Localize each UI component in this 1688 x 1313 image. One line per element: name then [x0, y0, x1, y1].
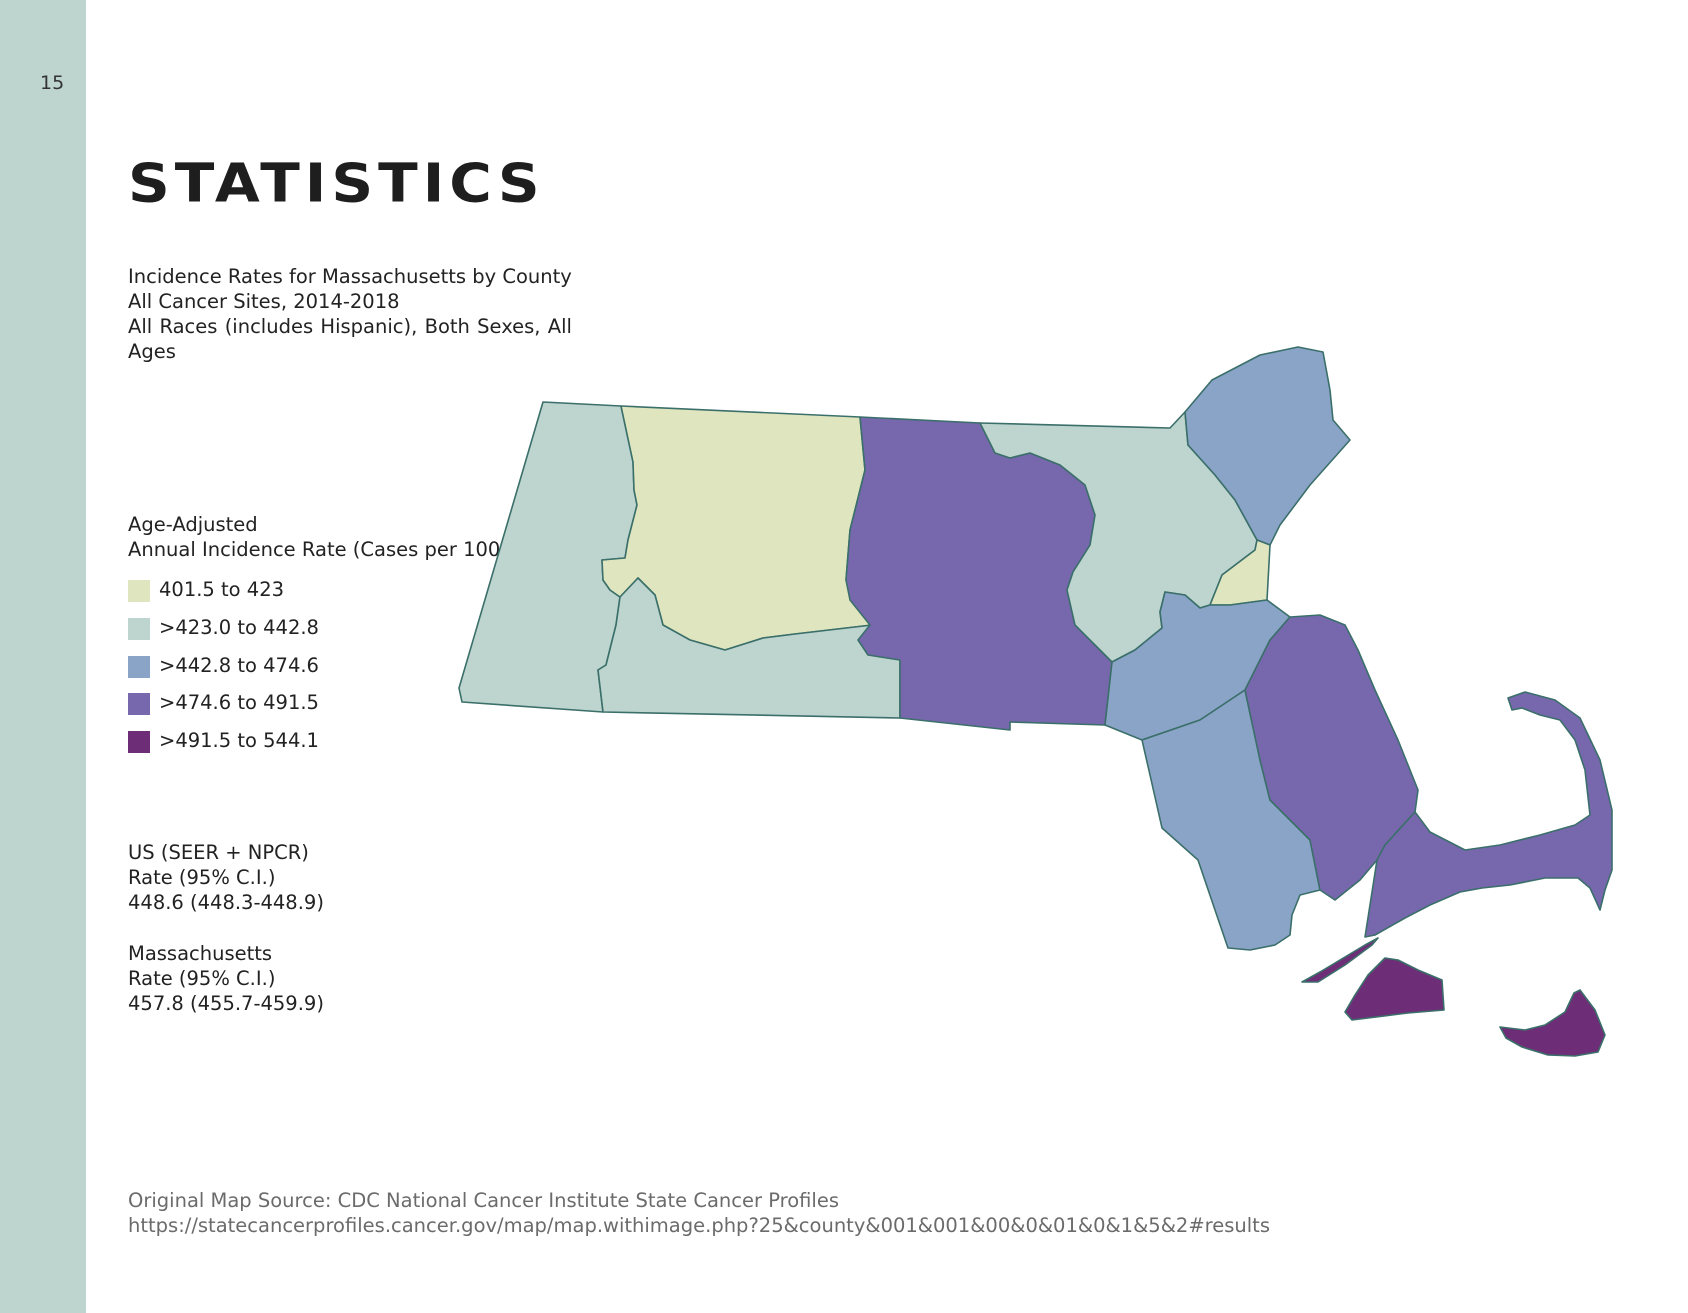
south-west-central-county	[597, 577, 901, 719]
subtitle-word: Hispanic),	[320, 315, 418, 338]
legend-label: >491.5 to 544.1	[159, 729, 319, 752]
us-stats: US (SEER + NPCR) Rate (95% C.I.) 448.6 (…	[128, 840, 324, 915]
us-stats-line-2: Rate (95% C.I.)	[128, 866, 276, 889]
subtitle-word: Races	[159, 315, 218, 338]
subtitle-line-4: Ages	[128, 340, 176, 363]
legend-swatch	[128, 731, 150, 753]
page-number: 15	[40, 72, 65, 94]
island-strip	[1301, 937, 1379, 983]
ma-stats: Massachusetts Rate (95% C.I.) 457.8 (455…	[128, 941, 324, 1016]
us-stats-line-3: 448.6 (448.3-448.9)	[128, 891, 324, 914]
legend-title-line-2: Annual Incidence Rate (Cases per 100,000…	[128, 538, 552, 561]
map-subtitle: Incidence Rates for Massachusetts by Cou…	[128, 264, 572, 364]
subtitle-word: (includes	[224, 315, 314, 338]
source-line-1: Original Map Source: CDC National Cancer…	[128, 1189, 839, 1212]
us-stats-line-1: US (SEER + NPCR)	[128, 841, 309, 864]
subtitle-line-1: Incidence Rates for Massachusetts by Cou…	[128, 265, 572, 288]
subtitle-word: All	[547, 315, 572, 338]
subtitle-word: All	[128, 315, 153, 338]
legend-swatch	[128, 656, 150, 678]
legend-swatch	[128, 618, 150, 640]
ma-stats-line-1: Massachusetts	[128, 942, 273, 965]
legend-label: >423.0 to 442.8	[159, 616, 319, 639]
subtitle-line-2: All Cancer Sites, 2014-2018	[128, 290, 400, 313]
side-band	[0, 0, 86, 1313]
legend-swatch	[128, 693, 150, 715]
subtitle-word: Both	[424, 315, 470, 338]
page-title: STATISTICS	[128, 152, 545, 215]
legend-swatch	[128, 580, 150, 602]
legend-label: >442.8 to 474.6	[159, 654, 319, 677]
legend-title: Age-Adjusted Annual Incidence Rate (Case…	[128, 512, 551, 562]
legend-label: >474.6 to 491.5	[159, 691, 319, 714]
ma-stats-line-3: 457.8 (455.7-459.9)	[128, 992, 324, 1015]
source-line-2: https://statecancerprofiles.cancer.gov/m…	[128, 1214, 1270, 1237]
subtitle-line-3: All Races (includes Hispanic), Both Sexe…	[128, 314, 572, 339]
map-source: Original Map Source: CDC National Cancer…	[128, 1188, 1270, 1238]
subtitle-word: Sexes,	[477, 315, 541, 338]
cape-county	[1364, 691, 1613, 938]
island-west	[1344, 957, 1445, 1021]
legend-title-line-1: Age-Adjusted	[128, 513, 258, 536]
island-east	[1499, 989, 1606, 1057]
north-east-coastal-county	[1184, 346, 1351, 546]
legend-label: 401.5 to 423	[159, 578, 285, 601]
ma-stats-line-2: Rate (95% C.I.)	[128, 967, 276, 990]
